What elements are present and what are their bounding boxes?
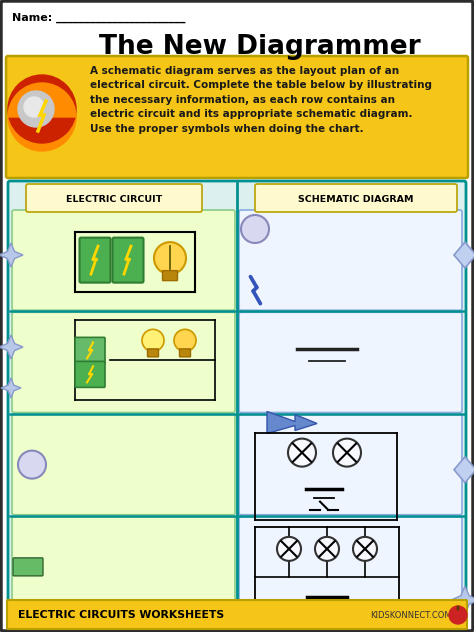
Circle shape: [142, 329, 164, 351]
FancyBboxPatch shape: [12, 312, 235, 413]
Text: ELECTRIC CIRCUITS WORKSHEETS: ELECTRIC CIRCUITS WORKSHEETS: [18, 610, 224, 620]
Circle shape: [449, 606, 467, 624]
Circle shape: [277, 537, 301, 561]
FancyBboxPatch shape: [180, 349, 191, 357]
Text: SCHEMATIC DIAGRAM: SCHEMATIC DIAGRAM: [298, 195, 414, 204]
Circle shape: [18, 91, 54, 127]
FancyBboxPatch shape: [239, 415, 462, 514]
Polygon shape: [0, 243, 23, 267]
Polygon shape: [454, 457, 474, 483]
Circle shape: [353, 537, 377, 561]
FancyBboxPatch shape: [12, 415, 235, 514]
Polygon shape: [451, 586, 474, 614]
FancyBboxPatch shape: [7, 600, 467, 629]
FancyBboxPatch shape: [239, 210, 462, 310]
Circle shape: [154, 242, 186, 274]
FancyBboxPatch shape: [12, 517, 235, 617]
Polygon shape: [0, 335, 23, 359]
Wedge shape: [8, 83, 76, 117]
Polygon shape: [267, 411, 317, 434]
FancyBboxPatch shape: [8, 181, 466, 620]
FancyBboxPatch shape: [26, 184, 202, 212]
FancyBboxPatch shape: [239, 517, 462, 617]
Polygon shape: [1, 378, 21, 398]
Circle shape: [288, 439, 316, 466]
FancyBboxPatch shape: [457, 605, 459, 611]
FancyBboxPatch shape: [112, 238, 144, 283]
Text: The New Diagrammer: The New Diagrammer: [99, 34, 421, 60]
Circle shape: [333, 439, 361, 466]
Circle shape: [18, 451, 46, 478]
Circle shape: [24, 97, 44, 117]
FancyBboxPatch shape: [239, 312, 462, 413]
Circle shape: [241, 215, 269, 243]
FancyBboxPatch shape: [163, 270, 177, 281]
FancyBboxPatch shape: [75, 362, 105, 387]
Polygon shape: [454, 242, 474, 268]
Circle shape: [8, 83, 76, 151]
FancyBboxPatch shape: [255, 184, 457, 212]
FancyBboxPatch shape: [75, 337, 105, 363]
Text: A schematic diagram serves as the layout plan of an
electrical circuit. Complete: A schematic diagram serves as the layout…: [90, 66, 432, 133]
Text: ELECTRIC CIRCUIT: ELECTRIC CIRCUIT: [66, 195, 162, 204]
FancyBboxPatch shape: [13, 558, 43, 576]
FancyBboxPatch shape: [147, 349, 158, 357]
FancyBboxPatch shape: [12, 210, 235, 310]
FancyBboxPatch shape: [6, 56, 468, 178]
FancyBboxPatch shape: [80, 238, 110, 283]
Circle shape: [315, 537, 339, 561]
Circle shape: [8, 75, 76, 143]
Text: Name: _______________________: Name: _______________________: [12, 13, 185, 23]
Circle shape: [174, 329, 196, 351]
Text: KIDSKONNECT.COM: KIDSKONNECT.COM: [370, 611, 452, 619]
